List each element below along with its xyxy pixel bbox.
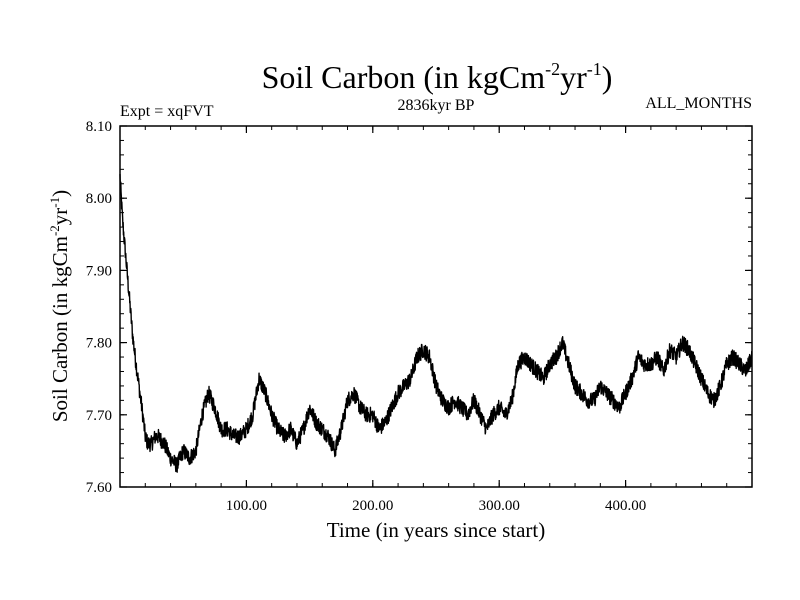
y-tick-label: 7.80	[86, 336, 112, 352]
subtitle-period: 2836kyr BP	[398, 97, 475, 114]
subtitle-months: ALL_MONTHS	[645, 95, 752, 112]
x-tick-label: 100.00	[226, 498, 267, 514]
x-axis-label: Time (in years since start)	[327, 518, 546, 542]
y-tick-label: 7.90	[86, 263, 112, 279]
y-tick-label: 7.60	[86, 480, 112, 496]
axis-ticks	[119, 125, 753, 488]
x-tick-label: 400.00	[605, 498, 646, 514]
tick-labels: 7.60 7.70 7.80 7.90 8.00 8.10 100.00 200.00 300.…	[86, 119, 646, 514]
x-tick-label: 200.00	[352, 498, 393, 514]
series-layer	[119, 174, 753, 473]
subtitle-experiment: Expt = xqFVT	[120, 103, 214, 120]
series-line-soil-carbon	[119, 174, 753, 473]
chart-title: Soil Carbon (in kgCm-2yr-1)	[262, 59, 613, 95]
plot-frame	[119, 125, 753, 488]
x-tick-label: 300.00	[479, 498, 520, 514]
y-tick-label: 8.00	[86, 191, 112, 207]
y-axis-label: Soil Carbon (in kgCm-2yr-1)	[47, 190, 72, 422]
y-tick-label: 8.10	[86, 119, 112, 135]
y-tick-label: 7.70	[86, 408, 112, 424]
